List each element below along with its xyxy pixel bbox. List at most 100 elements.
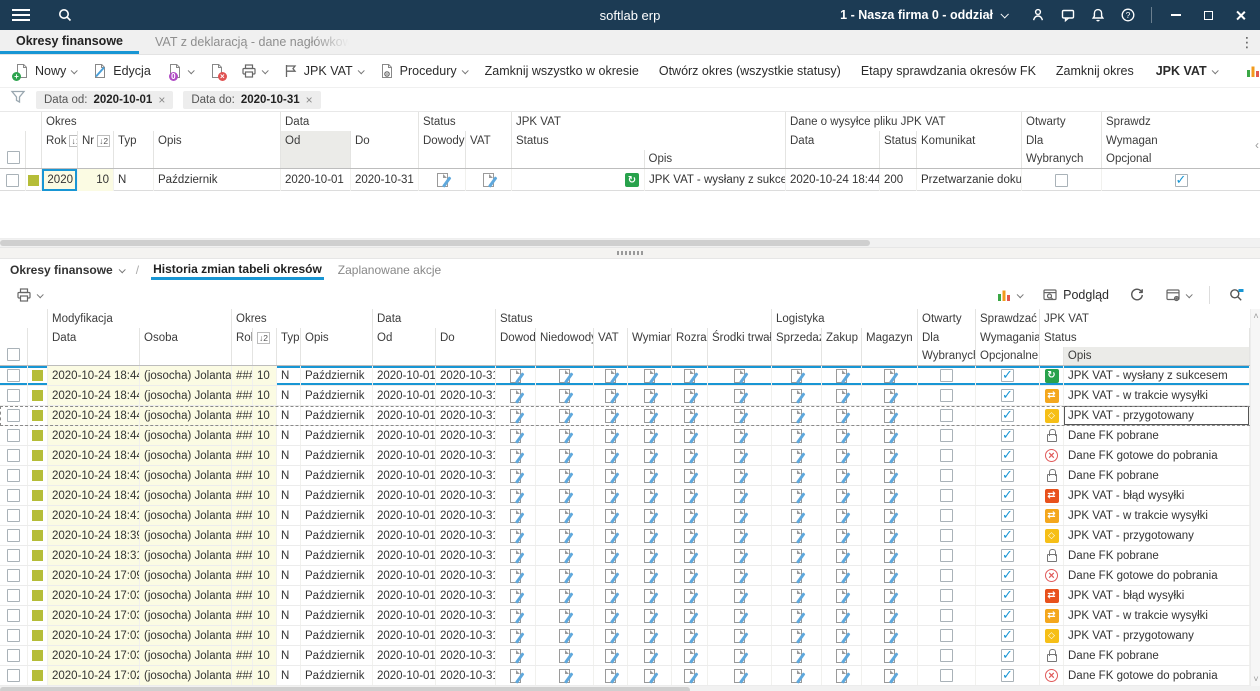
open-for-selected-checkbox[interactable] — [940, 629, 953, 642]
document-edit-icon[interactable] — [559, 469, 570, 483]
group-data[interactable]: Data — [373, 309, 496, 328]
open-for-selected-checkbox[interactable] — [940, 429, 953, 442]
document-edit-icon[interactable] — [605, 589, 616, 603]
document-edit-icon[interactable] — [884, 509, 895, 523]
check-optional-checkbox[interactable] — [1001, 509, 1014, 522]
document-edit-icon[interactable] — [734, 469, 745, 483]
table-row[interactable]: 2020-10-24 18:41: (josocha) Jolanta ### … — [0, 506, 1260, 526]
document-edit-icon[interactable] — [559, 429, 570, 443]
col-rok[interactable]: Rok — [236, 332, 252, 344]
col-dla[interactable]: Dla — [1022, 131, 1101, 150]
document-edit-icon[interactable] — [510, 549, 521, 563]
open-for-selected-checkbox[interactable] — [940, 669, 953, 682]
document-edit-icon[interactable] — [510, 609, 521, 623]
open-for-selected-checkbox[interactable] — [940, 489, 953, 502]
open-for-selected-checkbox[interactable] — [940, 609, 953, 622]
document-edit-icon[interactable] — [884, 389, 895, 403]
document-edit-icon[interactable] — [605, 369, 616, 383]
check-optional-checkbox[interactable] — [1001, 409, 1014, 422]
remove-filter-icon[interactable]: × — [158, 93, 165, 107]
document-edit-icon[interactable] — [791, 469, 802, 483]
delete-document-button[interactable]: × — [203, 59, 231, 83]
document-edit-icon[interactable] — [605, 409, 616, 423]
document-edit-icon[interactable] — [510, 489, 521, 503]
check-optional-checkbox[interactable] — [1001, 629, 1014, 642]
chart-view-button[interactable] — [1239, 59, 1260, 83]
tab-okresy-finansowe[interactable]: Okresy finansowe — [0, 30, 139, 54]
document-edit-icon[interactable] — [605, 489, 616, 503]
document-edit-icon[interactable] — [510, 449, 521, 463]
document-edit-icon[interactable] — [605, 529, 616, 543]
lower-tab-okresy-dropdown[interactable]: Okresy finansowe — [10, 263, 124, 277]
document-edit-icon[interactable] — [644, 529, 655, 543]
table-row[interactable]: 2020-10-24 18:31: (josocha) Jolanta ### … — [0, 546, 1260, 566]
row-checkbox[interactable] — [7, 669, 20, 682]
open-for-selected-checkbox[interactable] — [940, 529, 953, 542]
open-for-selected-checkbox[interactable] — [940, 449, 953, 462]
jpk-vat-flag-button[interactable]: JPK VAT — [277, 59, 369, 83]
select-all-checkbox[interactable] — [7, 151, 20, 164]
col-vat[interactable]: VAT — [594, 328, 627, 347]
open-for-selected-checkbox[interactable] — [940, 549, 953, 562]
document-edit-icon[interactable] — [510, 469, 521, 483]
col-do[interactable]: Do — [351, 131, 418, 150]
document-edit-icon[interactable] — [884, 429, 895, 443]
document-edit-icon[interactable] — [734, 369, 745, 383]
document-edit-icon[interactable] — [734, 569, 745, 583]
col-opcjonalne[interactable]: Opcjonal — [1102, 150, 1260, 168]
document-edit-icon[interactable] — [605, 669, 616, 683]
document-edit-icon[interactable] — [684, 469, 695, 483]
document-edit-icon[interactable] — [559, 389, 570, 403]
document-edit-icon[interactable] — [510, 569, 521, 583]
scroll-up-icon[interactable]: ˄ — [1252, 311, 1260, 321]
document-edit-icon[interactable] — [791, 389, 802, 403]
document-edit-icon[interactable] — [791, 489, 802, 503]
document-edit-icon[interactable] — [684, 609, 695, 623]
document-edit-icon[interactable] — [734, 449, 745, 463]
document-edit-icon[interactable] — [884, 669, 895, 683]
messages-icon[interactable] — [1055, 3, 1081, 27]
document-edit-icon[interactable] — [684, 549, 695, 563]
table-row[interactable]: 2020-10-24 18:43: (josocha) Jolanta ### … — [0, 466, 1260, 486]
col-opcjonalne[interactable]: Opcjonalne — [976, 347, 1039, 365]
document-edit-icon[interactable] — [791, 569, 802, 583]
document-edit-icon[interactable] — [605, 649, 616, 663]
table-row[interactable]: 2020-10-24 17:03: (josocha) Jolanta ### … — [0, 626, 1260, 646]
table-row[interactable]: 2020-10-24 18:44: (josocha) Jolanta ### … — [0, 446, 1260, 466]
col-jpk-opis[interactable]: Opis — [1064, 347, 1249, 365]
col-sprzedaz[interactable]: Sprzedaż — [772, 328, 821, 347]
document-edit-icon[interactable] — [644, 649, 655, 663]
document-edit-icon[interactable] — [836, 589, 847, 603]
document-edit-icon[interactable] — [791, 629, 802, 643]
document-edit-icon[interactable] — [734, 509, 745, 523]
check-required-checkbox[interactable] — [1175, 174, 1188, 187]
document-edit-icon[interactable] — [836, 529, 847, 543]
table-row[interactable]: 2020-10-24 17:09: (josocha) Jolanta ### … — [0, 566, 1260, 586]
table-row[interactable]: 2020-10-24 18:44: (josocha) Jolanta ### … — [0, 366, 1260, 386]
check-optional-checkbox[interactable] — [1001, 669, 1014, 682]
row-checkbox[interactable] — [7, 369, 20, 382]
document-edit-icon[interactable] — [510, 529, 521, 543]
document-edit-icon[interactable] — [605, 609, 616, 623]
document-edit-icon[interactable] — [884, 469, 895, 483]
select-all-checkbox[interactable] — [7, 348, 20, 361]
document-edit-icon[interactable] — [510, 589, 521, 603]
document-edit-icon[interactable] — [684, 429, 695, 443]
col-rok[interactable]: Rok — [46, 135, 66, 147]
document-edit-icon[interactable] — [734, 389, 745, 403]
group-sprawdzac[interactable]: Sprawdz — [1102, 112, 1260, 131]
col-jpk-opis[interactable]: Opis — [645, 150, 786, 168]
col-wymagania[interactable]: Wymagania — [976, 328, 1039, 347]
row-checkbox[interactable] — [7, 569, 20, 582]
document-edit-icon[interactable] — [644, 449, 655, 463]
col-vat[interactable]: VAT — [466, 131, 511, 150]
period-row[interactable]: 2020 10 N Październik 2020-10-01 2020-10… — [0, 169, 1260, 191]
document-edit-icon[interactable] — [605, 429, 616, 443]
document-edit-icon[interactable] — [836, 629, 847, 643]
document-edit-icon[interactable] — [836, 569, 847, 583]
vertical-scrollbar[interactable]: ˄ ˅ — [1250, 309, 1260, 686]
document-edit-icon[interactable] — [836, 429, 847, 443]
document-edit-icon[interactable] — [684, 529, 695, 543]
col-dla[interactable]: Dla — [918, 328, 975, 347]
table-row[interactable]: 2020-10-24 17:03: (josocha) Jolanta ### … — [0, 606, 1260, 626]
